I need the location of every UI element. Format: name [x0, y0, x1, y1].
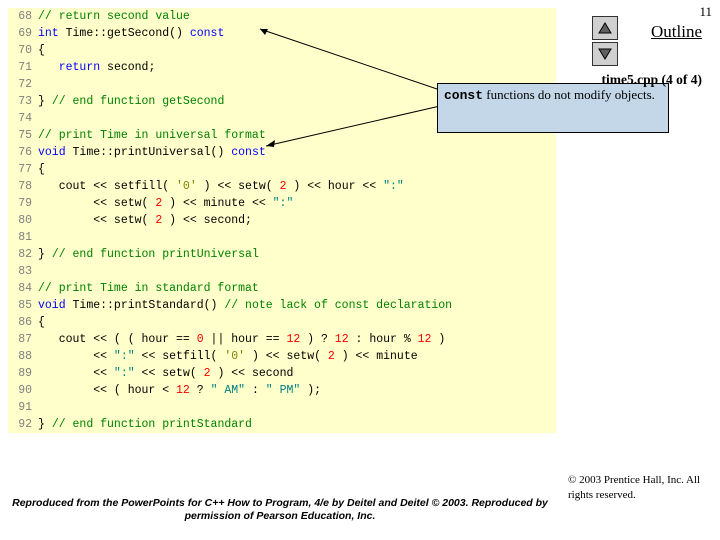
line-text: // print Time in standard format — [38, 280, 259, 297]
nav-up-button[interactable] — [592, 16, 618, 40]
code-line: 69int Time::getSecond() const — [8, 25, 556, 42]
line-text: return second; — [38, 59, 155, 76]
line-text: << setw( 2 ) << minute << ":" — [38, 195, 293, 212]
callout-code: const — [444, 88, 483, 103]
line-text: void Time::printUniversal() const — [38, 144, 266, 161]
code-line: 89 << ":" << setw( 2 ) << second — [8, 365, 556, 382]
line-text: } // end function getSecond — [38, 93, 224, 110]
line-number: 80 — [8, 212, 38, 229]
line-number: 84 — [8, 280, 38, 297]
code-line: 92} // end function printStandard — [8, 416, 556, 433]
code-line: 90 << ( hour < 12 ? " AM" : " PM" ); — [8, 382, 556, 399]
code-line: 81 — [8, 229, 556, 246]
file-label: time5.cpp (4 of 4) — [602, 72, 702, 88]
line-text: int Time::getSecond() const — [38, 25, 224, 42]
line-text: << ":" << setw( 2 ) << second — [38, 365, 293, 382]
code-line: 88 << ":" << setfill( '0' ) << setw( 2 )… — [8, 348, 556, 365]
line-number: 68 — [8, 8, 38, 25]
line-text: { — [38, 42, 45, 59]
callout-box: const functions do not modify objects. — [437, 83, 669, 133]
line-text — [38, 110, 45, 127]
line-number: 92 — [8, 416, 38, 433]
code-line: 83 — [8, 263, 556, 280]
code-line: 77{ — [8, 161, 556, 178]
line-text: cout << ( ( hour == 0 || hour == 12 ) ? … — [38, 331, 445, 348]
footer-text: Reproduced from the PowerPoints for C++ … — [0, 497, 560, 524]
code-line: 76void Time::printUniversal() const — [8, 144, 556, 161]
outline-label: Outline — [651, 22, 702, 42]
line-text: cout << setfill( '0' ) << setw( 2 ) << h… — [38, 178, 404, 195]
line-text: { — [38, 161, 45, 178]
line-number: 72 — [8, 76, 38, 93]
line-text: void Time::printStandard() // note lack … — [38, 297, 452, 314]
line-number: 71 — [8, 59, 38, 76]
line-text: // return second value — [38, 8, 190, 25]
line-number: 88 — [8, 348, 38, 365]
line-text: } // end function printUniversal — [38, 246, 259, 263]
line-number: 76 — [8, 144, 38, 161]
line-number: 77 — [8, 161, 38, 178]
line-number: 83 — [8, 263, 38, 280]
line-number: 85 — [8, 297, 38, 314]
code-line: 85void Time::printStandard() // note lac… — [8, 297, 556, 314]
line-number: 90 — [8, 382, 38, 399]
code-block: 68// return second value69int Time::getS… — [8, 8, 556, 433]
code-line: 87 cout << ( ( hour == 0 || hour == 12 )… — [8, 331, 556, 348]
line-number: 91 — [8, 399, 38, 416]
code-line: 84// print Time in standard format — [8, 280, 556, 297]
copyright-text: © 2003 Prentice Hall, Inc. All rights re… — [568, 473, 708, 502]
line-number: 75 — [8, 127, 38, 144]
line-number: 74 — [8, 110, 38, 127]
line-text — [38, 263, 45, 280]
code-line: 78 cout << setfill( '0' ) << setw( 2 ) <… — [8, 178, 556, 195]
callout-text: functions do not modify objects. — [483, 87, 655, 102]
line-number: 78 — [8, 178, 38, 195]
slide-number: 11 — [699, 4, 712, 20]
line-text: << ( hour < 12 ? " AM" : " PM" ); — [38, 382, 321, 399]
code-line: 86{ — [8, 314, 556, 331]
line-number: 69 — [8, 25, 38, 42]
line-text: // print Time in universal format — [38, 127, 266, 144]
code-line: 68// return second value — [8, 8, 556, 25]
code-line: 80 << setw( 2 ) << second; — [8, 212, 556, 229]
line-text: } // end function printStandard — [38, 416, 252, 433]
line-number: 89 — [8, 365, 38, 382]
line-number: 82 — [8, 246, 38, 263]
code-line: 70{ — [8, 42, 556, 59]
line-text — [38, 399, 45, 416]
line-text — [38, 229, 45, 246]
line-number: 81 — [8, 229, 38, 246]
code-line: 71 return second; — [8, 59, 556, 76]
code-line: 79 << setw( 2 ) << minute << ":" — [8, 195, 556, 212]
line-text: { — [38, 314, 45, 331]
code-line: 91 — [8, 399, 556, 416]
line-number: 70 — [8, 42, 38, 59]
line-text: << setw( 2 ) << second; — [38, 212, 252, 229]
nav-down-button[interactable] — [592, 42, 618, 66]
code-line: 82} // end function printUniversal — [8, 246, 556, 263]
line-text — [38, 76, 45, 93]
line-number: 79 — [8, 195, 38, 212]
line-number: 73 — [8, 93, 38, 110]
line-text: << ":" << setfill( '0' ) << setw( 2 ) <<… — [38, 348, 418, 365]
line-number: 87 — [8, 331, 38, 348]
line-number: 86 — [8, 314, 38, 331]
